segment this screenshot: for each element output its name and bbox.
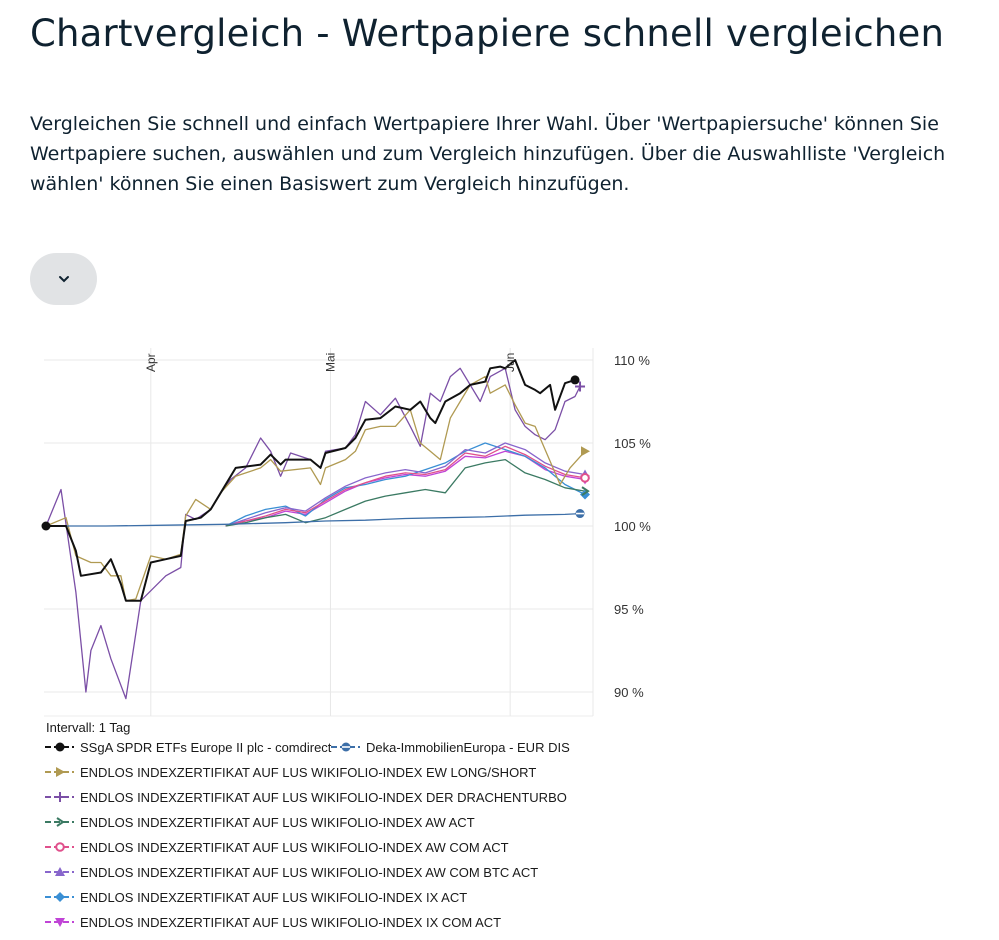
legend-item[interactable]: ENDLOS INDEXZERTIFIKAT AUF LUS WIKIFOLIO… [44, 838, 509, 856]
page-description: Vergleichen Sie schnell und einfach Wert… [30, 113, 946, 195]
y-tick-label: 95 % [614, 602, 644, 617]
legend-label: ENDLOS INDEXZERTIFIKAT AUF LUS WIKIFOLIO… [80, 764, 537, 780]
series-end-marker [575, 381, 586, 392]
legend-item[interactable]: ENDLOS INDEXZERTIFIKAT AUF LUS WIKIFOLIO… [44, 913, 501, 931]
page-title: Chartvergleich - Wertpapiere schnell ver… [30, 12, 945, 55]
series-start-marker [41, 521, 51, 531]
chart-grid [44, 348, 594, 717]
y-tick-label: 100 % [614, 519, 651, 534]
legend-symbol [45, 892, 74, 902]
legend-item[interactable]: SSgA SPDR ETFs Europe II plc - comdirect [44, 738, 331, 756]
series-line [225, 442, 586, 527]
legend-item[interactable]: ENDLOS INDEXZERTIFIKAT AUF LUS WIKIFOLIO… [44, 763, 536, 781]
series-line [45, 367, 581, 700]
legend-symbol [45, 842, 74, 852]
chart-ticks: 110 % 105 % 100 % 95 % 90 % Apr Mai Jun [144, 353, 651, 700]
legend-symbol [45, 918, 74, 927]
legend-item[interactable]: ENDLOS INDEXZERTIFIKAT AUF LUS WIKIFOLIO… [44, 788, 567, 806]
chart-series [45, 359, 586, 700]
legend-label: ENDLOS INDEXZERTIFIKAT AUF LUS WIKIFOLIO… [80, 789, 567, 805]
series-line [46, 512, 581, 527]
comparison-select-button[interactable] [30, 253, 97, 305]
y-tick-label: 105 % [614, 436, 651, 451]
legend-label: ENDLOS INDEXZERTIFIKAT AUF LUS WIKIFOLIO… [80, 889, 468, 905]
series-end-marker [581, 486, 590, 496]
series-line [225, 458, 586, 527]
chevron-down-icon [58, 276, 69, 283]
series-line [45, 375, 586, 602]
legend-symbol [45, 867, 74, 876]
legend-item[interactable]: ENDLOS INDEXZERTIFIKAT AUF LUS WIKIFOLIO… [44, 863, 538, 881]
legend-symbol [331, 742, 360, 752]
y-tick-label: 110 % [614, 353, 650, 368]
legend-symbol [45, 767, 74, 777]
series-end-marker [570, 375, 580, 385]
legend-item[interactable]: ENDLOS INDEXZERTIFIKAT AUF LUS WIKIFOLIO… [44, 813, 475, 831]
legend-label: ENDLOS INDEXZERTIFIKAT AUF LUS WIKIFOLIO… [80, 839, 509, 855]
comparison-chart: 110 % 105 % 100 % 95 % 90 % Apr Mai Jun [41, 348, 651, 717]
legend-label: ENDLOS INDEXZERTIFIKAT AUF LUS WIKIFOLIO… [80, 914, 502, 930]
y-tick-label: 90 % [614, 685, 644, 700]
series-line [225, 445, 586, 527]
x-tick-label: Jun [503, 353, 517, 372]
series-line [225, 442, 586, 527]
series-end-marker [580, 473, 590, 483]
series-end-marker [581, 446, 591, 457]
legend-item[interactable]: ENDLOS INDEXZERTIFIKAT AUF LUS WIKIFOLIO… [44, 888, 467, 906]
series-line [46, 359, 576, 602]
legend-symbol [45, 742, 74, 752]
legend-item[interactable]: Deka-ImmobilienEuropa - EUR DIS [330, 738, 570, 756]
legend-label: Deka-ImmobilienEuropa - EUR DIS [366, 739, 570, 755]
interval-label: Intervall: 1 Tag [46, 720, 131, 735]
x-tick-label: Mai [323, 353, 337, 372]
legend-label: SSgA SPDR ETFs Europe II plc - comdirect [80, 739, 332, 755]
legend-symbol [45, 792, 74, 802]
x-tick-label: Apr [144, 353, 158, 372]
chart-end-markers [41, 375, 591, 531]
series-end-marker [575, 509, 585, 519]
legend-label: ENDLOS INDEXZERTIFIKAT AUF LUS WIKIFOLIO… [80, 864, 539, 880]
legend-symbol [45, 817, 74, 827]
legend-label: ENDLOS INDEXZERTIFIKAT AUF LUS WIKIFOLIO… [80, 814, 475, 830]
